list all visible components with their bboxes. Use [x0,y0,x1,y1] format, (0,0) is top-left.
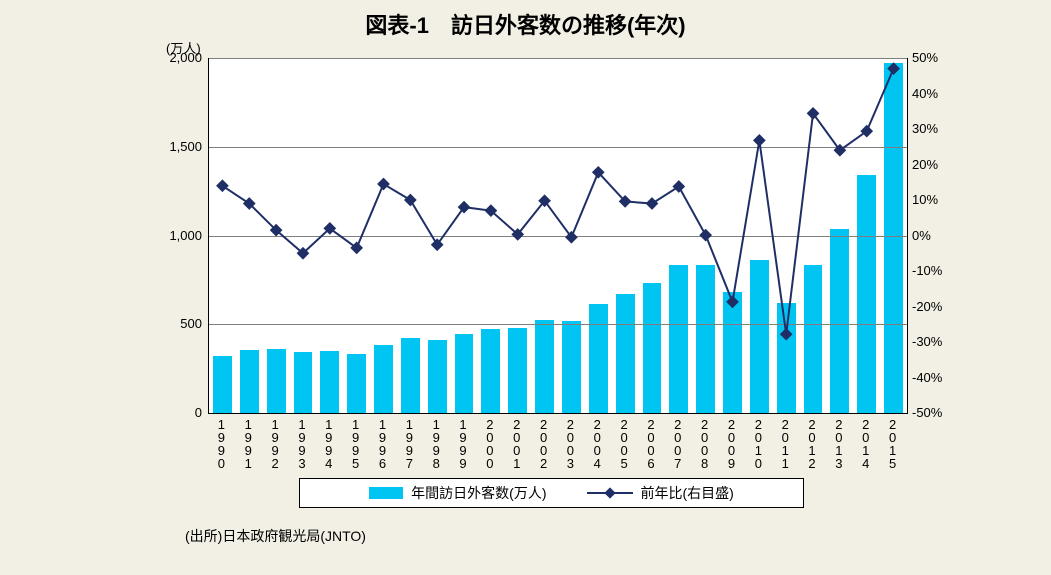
xtick: 1991 [241,417,256,469]
xtick: 1999 [456,417,471,469]
ytick-right: -40% [912,370,962,385]
xtick: 2010 [751,417,766,469]
ytick-right: 0% [912,228,962,243]
plot-area [208,58,908,414]
xtick: 2004 [590,417,605,469]
line-marker [887,62,900,75]
xtick: 1994 [321,417,336,469]
line-marker [216,179,229,192]
ytick-left: 500 [152,316,202,331]
xtick: 2008 [697,417,712,469]
ytick-right: 40% [912,86,962,101]
xtick: 1997 [402,417,417,469]
xtick: 2000 [482,417,497,469]
xtick: 1990 [214,417,229,469]
xtick: 1998 [429,417,444,469]
ytick-right: 10% [912,192,962,207]
legend: 年間訪日外客数(万人) 前年比(右目盛) [299,478,804,508]
ytick-right: 30% [912,121,962,136]
line-marker [753,134,766,147]
legend-item-line: 前年比(右目盛) [587,483,734,503]
ytick-right: 20% [912,157,962,172]
xtick: 2002 [536,417,551,469]
line-marker [646,197,659,210]
xtick: 1993 [294,417,309,469]
ytick-right: -20% [912,299,962,314]
line-marker [458,201,471,214]
legend-label-line: 前年比(右目盛) [641,483,734,503]
xtick: 2015 [885,417,900,469]
line-marker [699,229,712,242]
xtick: 1996 [375,417,390,469]
line-path [222,69,893,335]
source-text: (出所)日本政府観光局(JNTO) [185,526,366,546]
ytick-right: 50% [912,50,962,65]
xtick: 2012 [805,417,820,469]
line-marker [726,296,739,309]
xtick: 2014 [858,417,873,469]
ytick-left: 2,000 [152,50,202,65]
chart-title: 図表-1 訪日外客数の推移(年次) [0,8,1051,40]
line-marker [780,328,793,341]
line-marker [672,180,685,193]
ytick-right: -10% [912,263,962,278]
line-marker [377,178,390,191]
xtick: 2013 [831,417,846,469]
line-series-svg [209,58,907,413]
line-marker [860,125,873,138]
chart-canvas: 図表-1 訪日外客数の推移(年次) (万人) 19901991199219931… [0,0,1051,575]
xtick: 2005 [617,417,632,469]
ytick-right: -30% [912,334,962,349]
xtick: 2009 [724,417,739,469]
xtick: 2011 [778,417,793,469]
line-marker [404,194,417,207]
ytick-right: -50% [912,405,962,420]
xtick: 1995 [348,417,363,469]
legend-swatch-bar [369,487,403,499]
xtick: 1992 [268,417,283,469]
xtick: 2007 [670,417,685,469]
x-axis: 1990 1991 1992 1993 1994 1995 1996 1997 1998 1999… [208,415,906,475]
legend-label-bars: 年間訪日外客数(万人) [411,483,546,503]
xtick: 2003 [563,417,578,469]
ytick-left: 1,000 [152,228,202,243]
legend-item-bars: 年間訪日外客数(万人) [369,483,546,503]
xtick: 2006 [643,417,658,469]
ytick-left: 0 [152,405,202,420]
xtick: 2001 [509,417,524,469]
line-marker [431,238,444,251]
legend-swatch-line [587,486,633,500]
ytick-left: 1,500 [152,139,202,154]
